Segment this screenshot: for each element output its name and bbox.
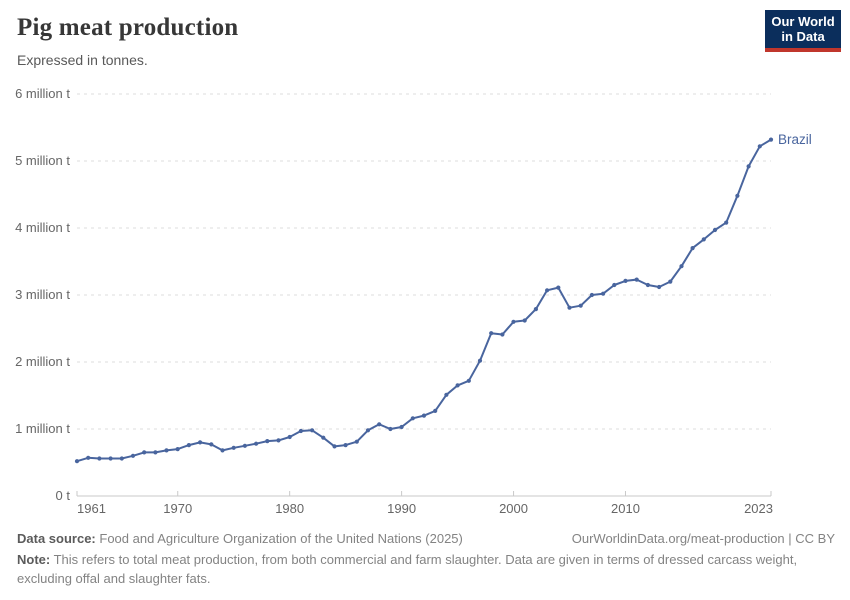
data-point[interactable] xyxy=(735,193,740,198)
data-point[interactable] xyxy=(198,440,203,445)
data-point[interactable] xyxy=(634,277,639,282)
data-point[interactable] xyxy=(612,282,617,288)
data-point[interactable] xyxy=(511,319,516,324)
data-source-label: Data source: xyxy=(17,531,96,546)
series-line-brazil[interactable] xyxy=(76,138,772,463)
line-chart[interactable]: 0 t 1 million t 2 million t 3 million t 4 mi… xyxy=(0,0,850,528)
note-text: This refers to total meat production, fr… xyxy=(17,552,798,586)
data-point[interactable] xyxy=(433,408,438,413)
data-point[interactable] xyxy=(332,444,337,449)
footer-note: Note: This refers to total meat producti… xyxy=(17,551,835,589)
data-point[interactable] xyxy=(601,291,606,296)
data-point[interactable] xyxy=(265,439,270,444)
data-point[interactable] xyxy=(500,332,505,337)
data-point[interactable] xyxy=(746,164,751,169)
note-label: Note: xyxy=(17,552,51,567)
footer-link[interactable]: OurWorldinData.org/meat-production | CC … xyxy=(571,531,835,546)
data-point[interactable] xyxy=(410,416,415,421)
data-point[interactable] xyxy=(186,443,191,448)
data-point[interactable] xyxy=(477,358,483,363)
data-source-line: Data source: Food and Agriculture Organi… xyxy=(17,531,463,546)
chart-footer: Data source: Food and Agriculture Organi… xyxy=(17,531,835,589)
y-tick-label: 5 million t xyxy=(15,153,70,168)
data-point[interactable] xyxy=(343,443,348,448)
data-point[interactable] xyxy=(310,428,315,433)
series-end-label-brazil[interactable]: Brazil xyxy=(778,132,812,147)
source-row: Data source: Food and Agriculture Organi… xyxy=(17,531,835,546)
data-point[interactable] xyxy=(321,435,326,440)
data-point[interactable] xyxy=(623,278,628,283)
data-point[interactable] xyxy=(142,450,147,455)
data-point[interactable] xyxy=(153,450,158,455)
data-point[interactable] xyxy=(589,292,595,298)
data-point[interactable] xyxy=(119,456,124,461)
data-point[interactable] xyxy=(254,441,259,446)
page-subtitle: Expressed in tonnes. xyxy=(17,52,148,68)
data-point[interactable] xyxy=(545,288,550,293)
owid-logo-line1: Our World xyxy=(771,14,835,29)
data-point[interactable] xyxy=(377,422,382,427)
data-point[interactable] xyxy=(421,413,427,418)
data-point[interactable] xyxy=(466,378,471,383)
data-point[interactable] xyxy=(578,303,583,308)
data-point[interactable] xyxy=(522,318,527,323)
owid-logo-line2: in Data xyxy=(781,29,825,44)
data-point[interactable] xyxy=(388,426,393,432)
data-point[interactable] xyxy=(533,307,539,312)
data-point[interactable] xyxy=(690,246,695,251)
chart-header: Pig meat production Expressed in tonnes.… xyxy=(17,10,841,68)
data-point[interactable] xyxy=(130,453,136,458)
x-tick-label: 1980 xyxy=(275,501,304,516)
data-point[interactable] xyxy=(768,137,774,142)
data-point[interactable] xyxy=(712,227,718,233)
data-point[interactable] xyxy=(567,305,572,310)
data-point[interactable] xyxy=(724,220,729,225)
data-source-text: Food and Agriculture Organization of the… xyxy=(99,531,463,546)
x-tick-label: 1990 xyxy=(387,501,416,516)
x-tick-label: 1970 xyxy=(163,501,192,516)
data-point[interactable] xyxy=(287,434,292,440)
y-tick-label: 4 million t xyxy=(15,220,70,235)
x-tick-label: 2000 xyxy=(499,501,528,516)
owid-logo[interactable]: Our World in Data xyxy=(765,10,841,52)
data-point[interactable] xyxy=(242,443,247,448)
page-title: Pig meat production xyxy=(17,14,239,41)
data-point[interactable] xyxy=(679,264,684,269)
data-point[interactable] xyxy=(231,445,236,450)
data-point[interactable] xyxy=(657,284,662,290)
data-point[interactable] xyxy=(399,424,404,430)
data-point[interactable] xyxy=(354,439,359,444)
data-point[interactable] xyxy=(108,456,113,461)
y-tick-label: 2 million t xyxy=(15,354,70,369)
data-point[interactable] xyxy=(668,279,673,284)
data-point[interactable] xyxy=(489,331,494,336)
data-point[interactable] xyxy=(365,428,371,433)
x-tick-label: 2010 xyxy=(611,501,640,516)
data-point[interactable] xyxy=(298,428,303,434)
data-point[interactable] xyxy=(701,237,706,242)
data-point[interactable] xyxy=(645,282,651,288)
y-tick-label: 3 million t xyxy=(15,287,70,302)
y-tick-label: 0 t xyxy=(56,488,71,503)
x-tick-label: 2023 xyxy=(744,501,773,516)
data-point[interactable] xyxy=(74,459,80,464)
data-point[interactable] xyxy=(276,438,281,443)
data-point[interactable] xyxy=(444,392,449,397)
data-point[interactable] xyxy=(86,455,91,460)
x-tick-label: 1961 xyxy=(77,501,106,516)
data-point[interactable] xyxy=(175,447,180,452)
data-point[interactable] xyxy=(97,456,102,461)
data-point[interactable] xyxy=(209,442,214,447)
data-point[interactable] xyxy=(556,285,561,290)
data-point[interactable] xyxy=(757,144,762,149)
data-point[interactable] xyxy=(164,448,169,453)
data-point[interactable] xyxy=(455,383,460,388)
y-tick-label: 6 million t xyxy=(15,86,70,101)
y-tick-label: 1 million t xyxy=(15,421,70,436)
data-point[interactable] xyxy=(220,448,225,453)
